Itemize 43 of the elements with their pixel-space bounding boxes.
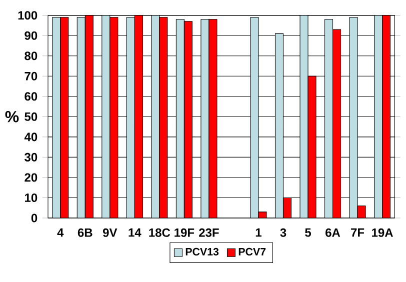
bar: [84, 15, 94, 218]
x-tick-label: 19F: [174, 228, 194, 237]
legend-label: PCV13: [186, 248, 219, 256]
y-axis-title: %: [5, 111, 19, 122]
x-tick-label: 3: [280, 228, 286, 237]
x-tick-label: 6A: [326, 228, 340, 237]
y-tick-label: 20: [24, 173, 38, 182]
bar: [52, 17, 61, 218]
x-tick-label: 23F: [199, 228, 219, 237]
y-tick-label: 100: [18, 11, 38, 20]
bar: [382, 15, 391, 218]
bar: [76, 17, 86, 218]
bar: [102, 15, 110, 218]
x-tick-label: 18C: [149, 228, 170, 237]
x-tick-label: 7F: [351, 228, 364, 237]
bar: [176, 19, 184, 218]
bar: [126, 17, 135, 218]
y-tick-label: 80: [24, 52, 38, 60]
legend-label: PCV7: [238, 248, 266, 256]
bar: [324, 19, 334, 218]
x-tick-label: 19A: [372, 228, 393, 237]
y-tick-label: 40: [24, 132, 38, 142]
bar: [274, 33, 284, 218]
bar: [60, 17, 69, 218]
x-tick-label: 5: [305, 228, 312, 237]
bar: [374, 15, 383, 218]
bar: [184, 21, 192, 218]
bar: [332, 29, 342, 218]
y-tick-label: 90: [24, 31, 38, 40]
bar: [282, 197, 292, 218]
x-tick-label: 14: [128, 228, 142, 237]
y-tick-label: 10: [25, 193, 38, 202]
y-tick-label: 0: [31, 214, 38, 222]
x-tick-label: 1: [256, 228, 262, 237]
y-tick-label: 50: [24, 112, 38, 121]
bar: [134, 15, 143, 218]
y-tick-label: 30: [24, 152, 38, 162]
y-tick-label: 60: [24, 92, 38, 101]
x-tick-label: 6B: [78, 228, 92, 237]
y-tick-label: 70: [24, 72, 38, 80]
x-tick-label: 9V: [102, 228, 118, 237]
x-tick-label: 4: [57, 228, 64, 237]
bar: [110, 17, 118, 218]
